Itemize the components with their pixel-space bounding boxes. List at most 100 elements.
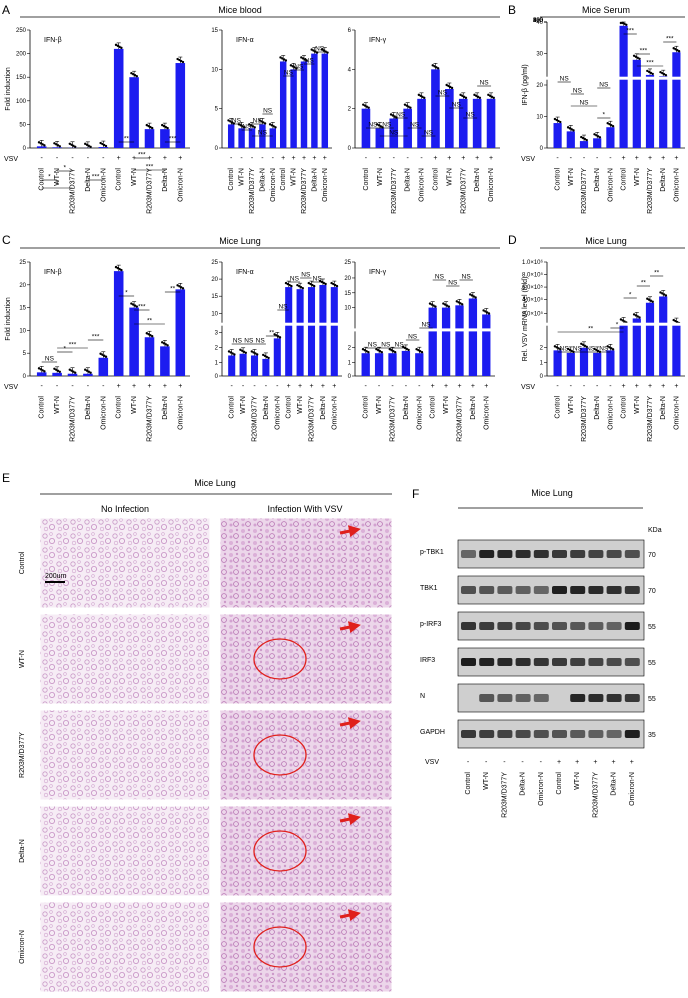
data-point (417, 349, 420, 352)
data-point (676, 320, 679, 324)
data-point (58, 370, 61, 374)
significance-label: NS (368, 342, 378, 349)
significance-label: *** (646, 60, 654, 67)
significance-label: NS (579, 100, 589, 107)
data-point (116, 44, 120, 48)
y-tick-label: 0 (348, 374, 352, 380)
blot-band (588, 622, 604, 630)
data-point (180, 59, 183, 63)
vsv-sign: + (298, 383, 302, 390)
vsv-sign: + (292, 155, 296, 162)
data-point (375, 348, 378, 351)
blot-band (479, 622, 495, 630)
data-point (274, 126, 277, 129)
blot-band (515, 622, 531, 630)
y-tick-label: 300 (533, 18, 544, 24)
data-point (473, 93, 476, 97)
vsv-sign: - (230, 155, 233, 162)
data-point (674, 48, 677, 51)
bar (579, 347, 589, 376)
category-label: WT-N (634, 168, 641, 186)
vsv-sign: - (406, 155, 409, 162)
vsv-sign: - (378, 383, 381, 390)
data-point (239, 124, 242, 127)
data-point (322, 281, 325, 285)
vsv-sign: + (332, 383, 336, 390)
blot-band (515, 586, 531, 594)
data-point (241, 125, 244, 128)
bar (290, 69, 297, 148)
data-point (407, 348, 410, 352)
significance-label: ** (269, 330, 275, 337)
data-point (638, 316, 641, 319)
vsv-sign: - (265, 383, 268, 390)
data-point (662, 293, 666, 296)
data-point (487, 312, 491, 315)
data-point (649, 71, 653, 75)
panel-F-western-blot: F Mice Lung KDa p-TBK1 70 TBK1 70 p-IRF3 55 IR… (412, 487, 662, 818)
category-label: WT-N (54, 396, 61, 414)
category-label: WT-N (446, 168, 453, 186)
data-point (116, 266, 120, 270)
data-point (268, 123, 272, 126)
red-arrow (339, 717, 361, 730)
data-point (56, 369, 60, 373)
data-point (433, 65, 436, 68)
data-point (273, 333, 276, 336)
y-tick-label: 0 (215, 146, 219, 152)
data-point (664, 73, 668, 77)
data-point (267, 356, 270, 360)
y-tick-label: 3 (215, 331, 219, 337)
data-point (281, 57, 284, 60)
data-point (409, 106, 412, 109)
data-point (262, 121, 265, 124)
data-point (583, 137, 587, 141)
y-tick-label: 150 (16, 75, 27, 81)
bar (553, 350, 562, 376)
blot-band (552, 658, 567, 666)
vsv-sign: + (661, 383, 665, 390)
vsv-sign: + (674, 383, 678, 390)
histology-row-label: Control (19, 551, 26, 574)
data-point (661, 292, 664, 295)
data-point (436, 67, 440, 70)
data-point (120, 268, 123, 272)
data-point (445, 83, 448, 87)
y-tick-label: 20 (19, 283, 26, 289)
bar (441, 307, 451, 376)
data-point (243, 126, 246, 129)
data-point (444, 303, 447, 306)
y-tick-label: 0 (23, 374, 27, 380)
vsv-sign: - (87, 383, 90, 390)
significance-label: NS (560, 346, 570, 353)
category-label: Control (363, 396, 370, 419)
data-point (85, 369, 89, 372)
significance-label: NS (381, 342, 391, 349)
y-tick-label: 0 (215, 374, 219, 380)
data-point (101, 142, 104, 146)
lane-label: R203M/D377Y (592, 772, 599, 818)
y-tick-label: 8.0×10⁵ (522, 272, 544, 279)
data-point (330, 281, 333, 285)
blot-band (552, 550, 567, 558)
vsv-sign: + (635, 383, 639, 390)
vsv-sign: + (132, 155, 136, 162)
data-point (277, 335, 280, 338)
data-point (74, 145, 77, 148)
data-point (380, 351, 383, 354)
lane-label: Delta-N (611, 772, 618, 796)
blot-band (515, 694, 531, 702)
data-point (164, 343, 167, 346)
bar (330, 287, 338, 376)
data-point (114, 43, 118, 47)
y-tick-label: 20 (211, 277, 218, 283)
significance-label: ** (147, 318, 153, 325)
col-header-no-infection: No Infection (101, 504, 149, 514)
data-point (284, 281, 288, 285)
data-point (55, 143, 58, 146)
data-point (596, 135, 600, 138)
data-point (147, 124, 150, 128)
data-point (365, 105, 369, 108)
data-point (70, 143, 73, 146)
blot-band (570, 730, 586, 738)
